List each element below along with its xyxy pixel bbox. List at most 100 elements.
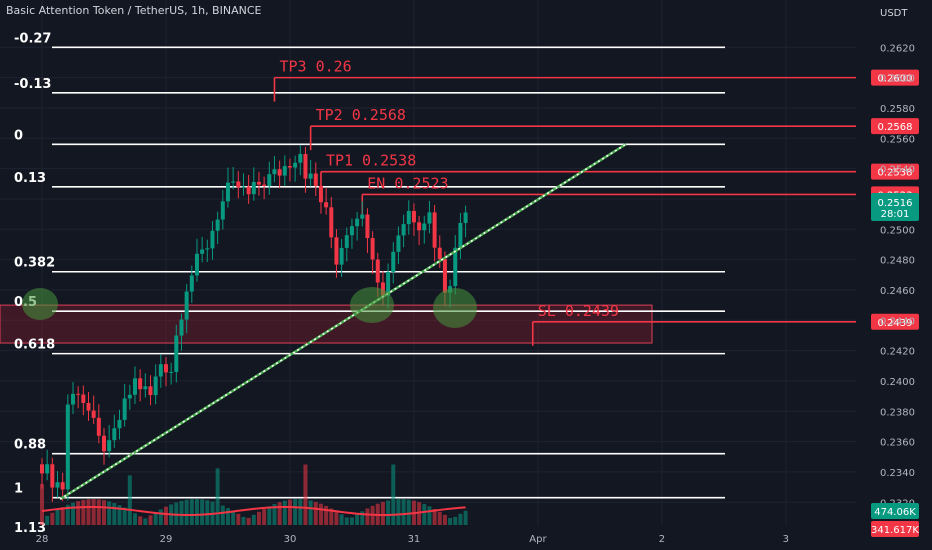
candle-body bbox=[153, 376, 158, 396]
fib-level-label: 0.13 bbox=[14, 171, 46, 186]
candle-body bbox=[148, 386, 153, 396]
volume-bar bbox=[329, 508, 334, 525]
volume-bar bbox=[112, 503, 117, 525]
candle-body bbox=[308, 173, 313, 179]
volume-tag-bg bbox=[871, 503, 919, 519]
volume-bar bbox=[76, 501, 81, 525]
candle-body bbox=[318, 185, 323, 203]
volume-bar bbox=[313, 501, 318, 525]
candle-body bbox=[127, 394, 132, 399]
volume-bar bbox=[391, 464, 396, 525]
candle-body bbox=[262, 184, 267, 186]
price-tick-label: 0.2380 bbox=[880, 407, 915, 418]
volume-bar bbox=[60, 507, 65, 525]
candle-body bbox=[391, 251, 396, 272]
volume-bar bbox=[81, 499, 86, 525]
time-tick-label: 29 bbox=[160, 534, 173, 545]
price-tag-bg bbox=[871, 118, 919, 135]
price-tick-label: 0.2600 bbox=[880, 74, 915, 85]
candle-body bbox=[96, 417, 101, 436]
candle-body bbox=[411, 210, 416, 223]
volume-bar bbox=[287, 499, 292, 525]
price-tick-label: 0.2540 bbox=[880, 165, 915, 176]
target-label: TP1 0.2538 bbox=[326, 152, 416, 170]
volume-bar bbox=[267, 506, 272, 525]
target-label: TP2 0.2568 bbox=[316, 106, 406, 124]
volume-bar bbox=[453, 516, 458, 525]
volume-bar bbox=[355, 514, 360, 525]
trendline-dots bbox=[59, 143, 627, 500]
candle-body bbox=[370, 238, 375, 260]
fib-level-label: -0.27 bbox=[14, 31, 51, 46]
time-tick-label: 3 bbox=[783, 534, 789, 545]
volume-bar bbox=[334, 511, 339, 525]
volume-bar bbox=[101, 500, 106, 525]
highlight-circle bbox=[433, 288, 477, 328]
volume-bar bbox=[386, 500, 391, 525]
volume-bar bbox=[349, 517, 354, 525]
volume-bar bbox=[158, 509, 163, 525]
volume-bar bbox=[246, 517, 251, 525]
volume-bar bbox=[406, 499, 411, 525]
time-tick-label: Apr bbox=[529, 534, 547, 545]
volume-bar bbox=[262, 508, 267, 525]
price-tag-bg bbox=[871, 313, 919, 330]
volume-bar bbox=[256, 511, 261, 525]
candle-body bbox=[396, 235, 401, 252]
volume-bar bbox=[143, 518, 148, 525]
candle-body bbox=[179, 319, 184, 336]
volume-bar bbox=[194, 499, 199, 525]
volume-bar bbox=[396, 499, 401, 525]
candle-body bbox=[174, 335, 179, 372]
candle-body bbox=[272, 169, 277, 175]
candle-body bbox=[298, 154, 303, 163]
volume-ma-line bbox=[41, 506, 466, 517]
candle-body bbox=[112, 428, 117, 441]
candle-body bbox=[401, 224, 406, 236]
volume-bar bbox=[401, 499, 406, 525]
candle-body bbox=[215, 219, 220, 231]
candle-body bbox=[365, 214, 370, 239]
volume-bar bbox=[427, 506, 432, 525]
volume-bar bbox=[138, 516, 143, 525]
candle-body bbox=[432, 212, 437, 248]
candle-body bbox=[422, 223, 427, 231]
candle-body bbox=[344, 235, 349, 248]
volume-bar bbox=[153, 512, 158, 525]
candle-body bbox=[117, 419, 122, 429]
fib-level-label: 1 bbox=[14, 482, 23, 497]
candle-body bbox=[101, 435, 106, 452]
volume-bar bbox=[179, 500, 184, 525]
candle-body bbox=[339, 247, 344, 265]
volume-tag: 474.06K bbox=[874, 507, 916, 518]
volume-bar bbox=[107, 501, 112, 525]
candle-body bbox=[163, 364, 168, 373]
price-tick-label: 0.2620 bbox=[880, 43, 915, 54]
time-tick-label: 2 bbox=[659, 534, 665, 545]
volume-bar bbox=[148, 515, 153, 525]
volume-bar bbox=[303, 464, 308, 525]
volume-bar bbox=[231, 510, 236, 525]
candle-body bbox=[282, 166, 287, 176]
candle-body bbox=[91, 410, 96, 418]
volume-bar bbox=[184, 499, 189, 525]
candle-body bbox=[287, 166, 292, 168]
axis-currency: USDT bbox=[880, 8, 908, 19]
volume-bar bbox=[360, 511, 365, 525]
candle-body bbox=[200, 249, 205, 254]
price-tag-text: 0.2439 bbox=[878, 318, 913, 329]
volume-bar bbox=[277, 502, 282, 525]
candle-body bbox=[324, 202, 329, 208]
time-tick-label: 28 bbox=[36, 534, 49, 545]
price-tag-text: 0.2568 bbox=[878, 122, 913, 133]
candle-body bbox=[143, 386, 148, 390]
volume-bar bbox=[127, 475, 132, 525]
volume-bar bbox=[417, 502, 422, 525]
fib-level-label: 0.618 bbox=[14, 338, 55, 353]
price-tick-label: 0.2400 bbox=[880, 377, 915, 388]
candle-body bbox=[189, 275, 194, 292]
price-tag-bg bbox=[871, 69, 919, 86]
fib-level-label: 0 bbox=[14, 128, 23, 143]
